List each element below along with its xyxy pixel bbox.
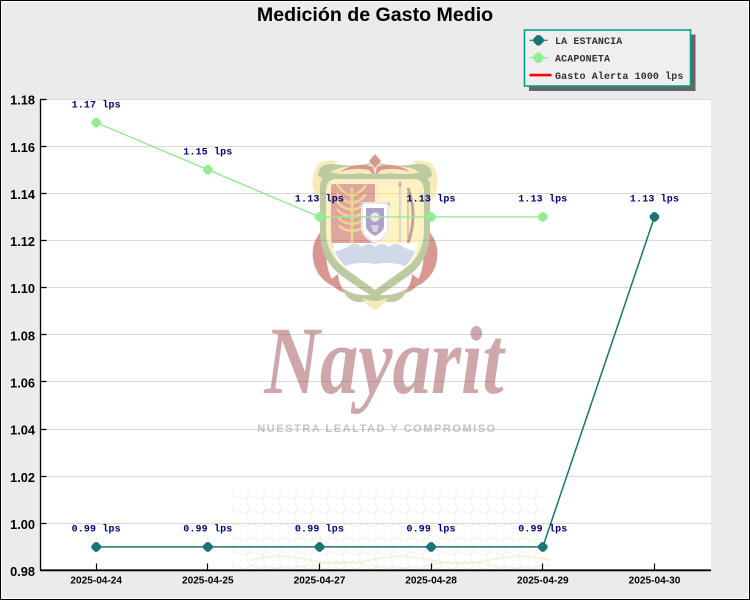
- svg-text:2025-04-27: 2025-04-27: [294, 576, 346, 587]
- svg-text:1.15 lps: 1.15 lps: [183, 147, 232, 159]
- svg-text:ACAPONETA: ACAPONETA: [555, 55, 610, 66]
- svg-text:0.99 lps: 0.99 lps: [518, 524, 567, 536]
- svg-text:Nayarit: Nayarit: [263, 307, 506, 414]
- svg-text:1.04: 1.04: [10, 423, 36, 438]
- svg-text:1.13 lps: 1.13 lps: [295, 194, 344, 206]
- svg-text:0.99 lps: 0.99 lps: [72, 524, 121, 536]
- svg-text:1.14: 1.14: [10, 187, 36, 202]
- svg-text:1.13 lps: 1.13 lps: [518, 194, 567, 206]
- svg-text:1.02: 1.02: [10, 470, 35, 485]
- svg-text:0.99 lps: 0.99 lps: [295, 524, 344, 536]
- svg-text:1.16: 1.16: [10, 140, 35, 155]
- svg-text:1.08: 1.08: [10, 328, 35, 343]
- svg-text:0.98: 0.98: [10, 564, 35, 579]
- svg-text:Medición de Gasto Medio: Medición de Gasto Medio: [257, 4, 493, 26]
- svg-text:Gasto Alerta 1000 lps: Gasto Alerta 1000 lps: [555, 71, 684, 83]
- svg-text:2025-04-29: 2025-04-29: [517, 576, 569, 587]
- svg-text:2025-04-25: 2025-04-25: [182, 576, 234, 587]
- svg-text:1.00: 1.00: [10, 517, 35, 532]
- svg-text:1.13 lps: 1.13 lps: [406, 194, 455, 206]
- svg-text:2025-04-30: 2025-04-30: [629, 576, 681, 587]
- svg-text:1.06: 1.06: [10, 376, 35, 391]
- svg-text:1.18: 1.18: [10, 93, 35, 108]
- svg-text:LA ESTANCIA: LA ESTANCIA: [555, 37, 622, 48]
- svg-text:0.99 lps: 0.99 lps: [183, 524, 232, 536]
- svg-text:NUESTRA LEALTAD Y COMPROMISO: NUESTRA LEALTAD Y COMPROMISO: [257, 423, 497, 435]
- svg-text:1.12: 1.12: [10, 234, 35, 249]
- svg-text:0.99 lps: 0.99 lps: [406, 524, 455, 536]
- svg-text:2025-04-28: 2025-04-28: [405, 576, 457, 587]
- svg-text:1.10: 1.10: [10, 281, 35, 296]
- svg-text:1.17 lps: 1.17 lps: [72, 99, 121, 111]
- svg-text:1.13 lps: 1.13 lps: [630, 194, 679, 206]
- svg-text:2025-04-24: 2025-04-24: [70, 576, 122, 587]
